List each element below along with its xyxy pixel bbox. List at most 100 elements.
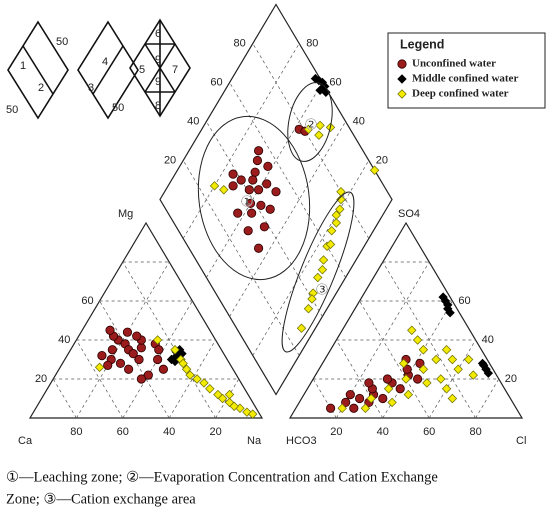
side-tick-label: 80 [306, 37, 318, 49]
data-point [236, 175, 246, 185]
data-point [360, 403, 371, 413]
data-point [364, 378, 374, 388]
data-point [132, 331, 142, 341]
inset-label: 7 [172, 64, 178, 76]
grid-line [206, 82, 323, 278]
x-tick-label: 40 [377, 426, 389, 438]
data-point [441, 345, 452, 355]
legend-marker [397, 59, 407, 69]
inset-diagram: 50 1 2 50 4 3 50 6 5 9 7 9 8 [6, 18, 191, 120]
caption-line: Zone; ③—Cation exchange area [6, 491, 196, 507]
grid-line [99, 300, 170, 419]
data-point [271, 187, 281, 197]
inset-label: 50 [56, 36, 68, 48]
legend-label: Unconfined water [412, 58, 496, 70]
data-point [336, 187, 346, 197]
data-point [412, 335, 423, 345]
data-point [128, 349, 138, 359]
inset-shape [22, 45, 54, 95]
data-point [468, 370, 478, 380]
inset-label: 6 [155, 28, 161, 40]
zone-outline [197, 115, 311, 281]
grid-line [52, 378, 77, 419]
legend-title: Legend [400, 37, 444, 51]
data-point [254, 146, 264, 156]
data-point [345, 389, 355, 400]
data-point [307, 294, 317, 304]
data-point [134, 354, 144, 365]
data-point [447, 393, 458, 404]
axis-label: Ca [18, 435, 33, 447]
grid-line [206, 121, 323, 317]
zone-label: ② [304, 116, 317, 134]
data-point [403, 389, 414, 400]
data-point [483, 368, 494, 378]
diamond-outline [159, 3, 393, 396]
data-point [331, 218, 342, 228]
grid-line [182, 43, 300, 239]
inset-label: 4 [102, 56, 108, 68]
data-point [181, 364, 192, 374]
data-point [438, 292, 448, 302]
data-point [431, 354, 441, 365]
data-point [447, 354, 458, 365]
x-tick-label: 20 [209, 426, 221, 438]
inset-label: 9 [155, 54, 161, 66]
data-point [366, 393, 376, 404]
data-point [219, 185, 229, 195]
data-point [336, 194, 346, 205]
data-point [315, 120, 325, 131]
data-point [326, 226, 337, 236]
grid-line [359, 300, 430, 419]
data-point [315, 85, 325, 95]
data-point [199, 378, 209, 388]
data-point [422, 378, 432, 388]
data-point [154, 345, 164, 355]
data-point [254, 185, 264, 195]
data-point [407, 325, 417, 335]
data-point [441, 384, 452, 394]
data-point [325, 239, 336, 250]
inset-label: 5 [139, 64, 145, 76]
data-point [337, 403, 347, 413]
data-point [418, 364, 429, 374]
data-point [313, 272, 323, 283]
data-point [243, 226, 253, 236]
side-tick-label: 20 [376, 154, 388, 166]
data-point [412, 374, 423, 384]
inset-label: 9 [155, 76, 161, 88]
legend-marker [397, 89, 407, 99]
data-point [335, 204, 345, 214]
data-point [436, 374, 446, 384]
data-point [395, 384, 405, 394]
data-point [244, 185, 254, 195]
side-tick-label: 40 [187, 115, 199, 127]
data-point [143, 370, 153, 380]
data-point [418, 345, 429, 355]
legend-marker [397, 74, 407, 84]
x-tick-label: 60 [423, 426, 435, 438]
x-tick-label: 20 [330, 426, 342, 438]
inset-shape [92, 45, 124, 95]
data-point [245, 198, 256, 208]
side-tick-label: 20 [35, 373, 47, 385]
zone-outline [287, 82, 333, 162]
data-point [250, 167, 260, 177]
inset-label: 50 [6, 104, 18, 116]
inset-shape [77, 20, 139, 120]
inset-label: 8 [155, 100, 161, 112]
data-point [341, 397, 351, 407]
data-point [247, 208, 257, 218]
inset-label: 50 [112, 102, 124, 114]
data-point [349, 403, 359, 413]
data-point [192, 374, 202, 384]
data-point [153, 354, 163, 365]
x-tick-label: 80 [469, 426, 481, 438]
data-point [205, 384, 215, 394]
legend-label: Middle confined water [412, 73, 518, 85]
data-point [325, 403, 336, 413]
data-point [152, 335, 163, 345]
inset-shape [7, 20, 69, 120]
data-point [383, 384, 394, 394]
